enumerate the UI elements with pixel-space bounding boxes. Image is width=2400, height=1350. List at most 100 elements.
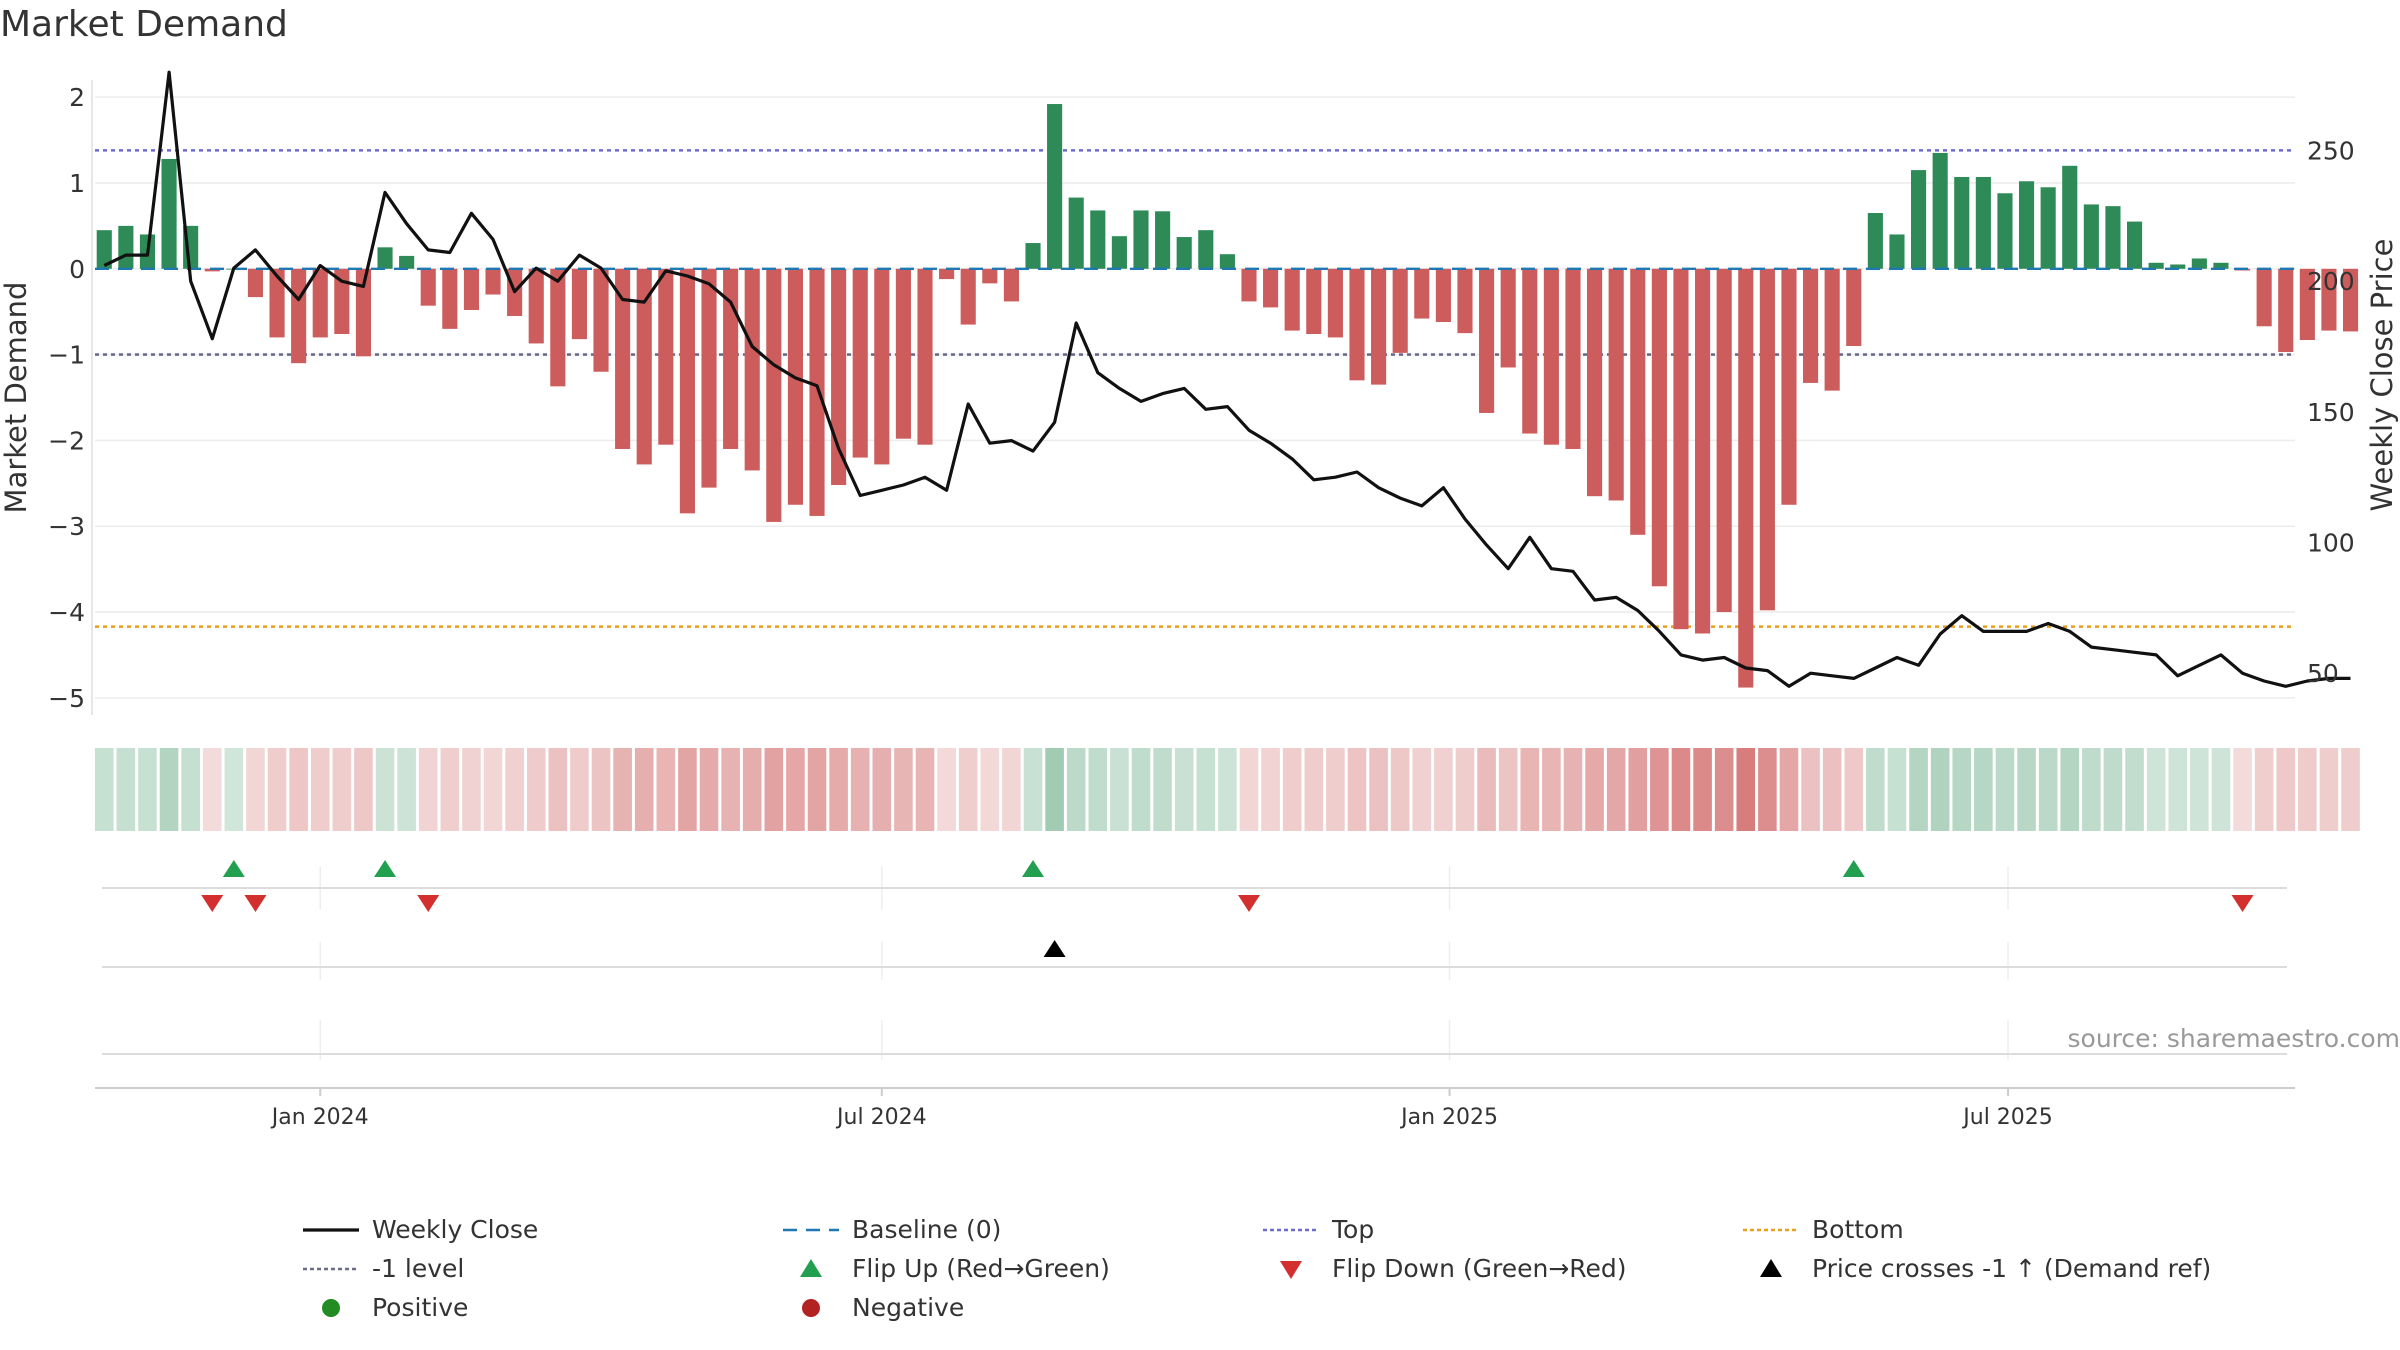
heat-cell — [138, 748, 157, 831]
demand-bar — [1371, 268, 1387, 385]
demand-bar — [831, 268, 847, 486]
heat-cell — [1866, 748, 1885, 831]
legend-label: Positive — [372, 1293, 469, 1322]
demand-bar — [1068, 197, 1084, 269]
demand-bar — [895, 268, 911, 439]
y2-tick-label: 250 — [2307, 137, 2355, 166]
demand-bar — [1025, 243, 1041, 269]
heat-cell — [1326, 748, 1345, 831]
heat-cell — [246, 748, 265, 831]
demand-bar — [204, 268, 220, 272]
heat-cell — [1974, 748, 1993, 831]
heat-cell — [1239, 748, 1259, 831]
demand-bar — [2040, 187, 2056, 269]
legend-item-price-cross: Price crosses -1 ↑ (Demand ref) — [1740, 1254, 2220, 1283]
legend-line-dashed-icon — [780, 1218, 842, 1242]
demand-bar — [766, 268, 782, 522]
demand-bar — [1608, 268, 1624, 501]
heat-cell — [1801, 748, 1820, 831]
heat-cell — [786, 748, 805, 831]
heat-cell — [894, 748, 913, 831]
demand-bar — [1867, 213, 1883, 269]
heat-cell — [699, 748, 719, 831]
heat-cell — [829, 748, 848, 831]
demand-bar — [1392, 268, 1408, 353]
demand-bar — [1349, 268, 1365, 381]
heat-cell — [1995, 748, 2015, 831]
heat-cell — [1412, 748, 1432, 831]
legend-item-flip-down: Flip Down (Green→Red) — [1260, 1254, 1740, 1283]
demand-bar — [2321, 268, 2337, 331]
heat-cell — [159, 748, 179, 831]
heat-cell — [2319, 748, 2339, 831]
heat-cell — [721, 748, 740, 831]
demand-bar — [1954, 176, 1970, 269]
heat-cell — [116, 748, 136, 831]
heat-cell — [332, 748, 352, 831]
heat-cell — [807, 748, 827, 831]
heat-cell — [1758, 748, 1777, 831]
demand-bar — [1781, 268, 1797, 505]
demand-bar — [420, 268, 436, 306]
heat-cell — [2038, 748, 2058, 831]
x-tick-label: Jul 2025 — [1961, 1105, 2053, 1130]
heat-cell — [1023, 748, 1043, 831]
demand-bar — [1759, 268, 1775, 611]
legend-label: Negative — [852, 1293, 965, 1322]
heat-cell — [1455, 748, 1475, 831]
demand-bar — [960, 268, 976, 325]
demand-bar — [658, 268, 674, 445]
heat-cell — [634, 748, 654, 831]
legend-label: Baseline (0) — [852, 1215, 1002, 1244]
heat-cell — [570, 748, 589, 831]
heat-cell — [1347, 748, 1367, 831]
legend-label: Top — [1332, 1215, 1375, 1244]
demand-bar — [1435, 268, 1451, 322]
y-tick-label: 0 — [69, 255, 85, 284]
demand-bar — [2083, 204, 2099, 269]
heat-cell — [1844, 748, 1864, 831]
demand-bar — [636, 268, 652, 465]
demand-bar — [2062, 165, 2078, 269]
demand-bar — [1176, 237, 1192, 269]
demand-bar — [1716, 268, 1732, 613]
triangle-up-icon — [1740, 1257, 1802, 1281]
demand-bar — [1479, 268, 1495, 413]
heat-cell — [267, 748, 287, 831]
heat-cell — [591, 748, 611, 831]
demand-bar — [593, 268, 609, 372]
heat-cell — [1218, 748, 1237, 831]
demand-bar — [1155, 211, 1171, 269]
heat-cell — [181, 748, 200, 831]
legend-label: Flip Up (Red→Green) — [852, 1254, 1110, 1283]
legend-item-flip-up: Flip Up (Red→Green) — [780, 1254, 1260, 1283]
heat-cell — [764, 748, 784, 831]
demand-bar — [442, 268, 458, 329]
heat-cell — [224, 748, 244, 831]
heat-cell — [1952, 748, 1972, 831]
heat-cell — [2276, 748, 2296, 831]
heat-cell — [2103, 748, 2123, 831]
heat-cell — [354, 748, 373, 831]
heat-cell — [1671, 748, 1691, 831]
demand-bar — [1587, 268, 1603, 497]
y-tick-label: −1 — [48, 341, 85, 370]
weekly-close-line — [103, 70, 2351, 688]
demand-bar — [679, 268, 695, 514]
heat-cell — [958, 748, 978, 831]
heat-cell — [1542, 748, 1561, 831]
demand-bar — [2148, 262, 2164, 269]
demand-bar — [528, 268, 544, 344]
flip-down-marker — [2231, 895, 2254, 912]
heat-cell — [1585, 748, 1604, 831]
legend-item-positive: Positive — [300, 1293, 780, 1322]
x-tick-label: Jul 2024 — [835, 1105, 927, 1130]
heat-cell — [1822, 748, 1842, 831]
heat-cell — [310, 748, 330, 831]
heat-cell — [1110, 748, 1129, 831]
flip-up-marker — [1022, 860, 1045, 877]
demand-bar — [96, 230, 112, 269]
heat-cell — [1369, 748, 1388, 831]
heat-cell — [462, 748, 481, 831]
demand-bar — [1414, 268, 1430, 319]
